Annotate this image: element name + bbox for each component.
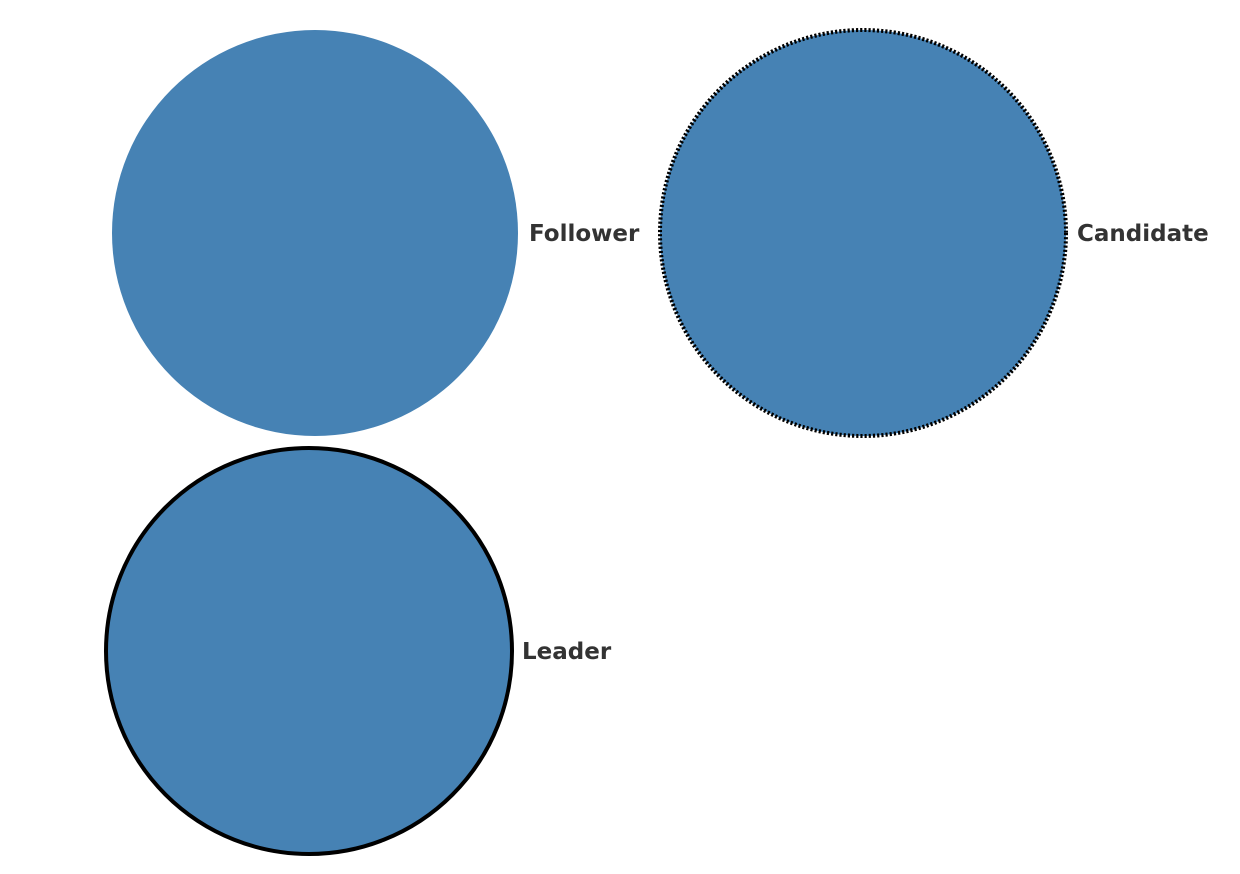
leader-circle: [104, 446, 514, 856]
follower-label: Follower: [529, 221, 640, 247]
node-candidate[interactable]: Candidate: [658, 28, 1209, 438]
node-leader[interactable]: Leader: [104, 446, 612, 856]
follower-circle: [112, 30, 518, 436]
leader-label: Leader: [522, 639, 612, 665]
candidate-label: Candidate: [1077, 221, 1209, 247]
candidate-circle: [658, 28, 1068, 438]
node-follower[interactable]: Follower: [112, 30, 640, 436]
